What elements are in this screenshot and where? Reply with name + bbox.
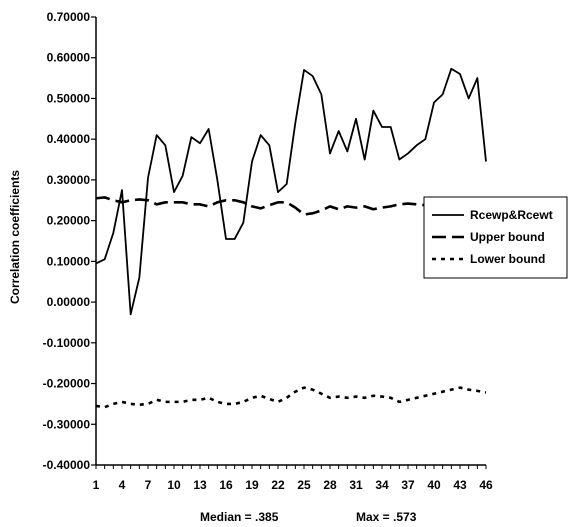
x-tick-label: 22: [271, 478, 285, 492]
y-tick-label: 0.00000: [47, 295, 91, 309]
x-tick-label: 28: [323, 478, 337, 492]
series-line-2: [95, 196, 486, 216]
series-line-1: [95, 67, 487, 316]
y-tick-label: 0.20000: [47, 214, 91, 228]
y-tick-label: -0.20000: [43, 377, 91, 391]
max-annotation: Max = .573: [356, 510, 417, 524]
y-tick-label: 0.70000: [47, 10, 91, 24]
legend: Rcewp&Rcewt Upper bound Lower bound: [423, 196, 568, 279]
legend-label: Rcewp&Rcewt: [470, 208, 553, 222]
x-tick-label: 40: [427, 478, 441, 492]
x-tick-label: 25: [297, 478, 311, 492]
x-tick-label: 16: [219, 478, 233, 492]
x-tick-label: 31: [349, 478, 363, 492]
x-tick-label: 34: [375, 478, 389, 492]
x-tick-label: 19: [245, 478, 259, 492]
median-annotation: Median = .385: [200, 510, 279, 524]
y-tick-label: 0.40000: [47, 132, 91, 146]
y-axis-title: Correlation coefficients: [8, 170, 22, 304]
y-axis-ticks: -0.40000 -0.30000 -0.20000 -0.10000 0.00000 0…: [43, 10, 96, 472]
y-tick-label: 0.60000: [47, 51, 91, 65]
x-tick-label: 13: [193, 478, 207, 492]
y-tick-label: -0.40000: [43, 458, 91, 472]
x-tick-label: 1: [93, 478, 100, 492]
x-axis-ticks: 1 4 7 10 13 16 19 22 25 28 31 34 37 40 43 46: [93, 465, 493, 492]
y-tick-label: -0.30000: [43, 417, 91, 431]
x-tick-label: 46: [479, 478, 493, 492]
x-tick-label: 4: [119, 478, 126, 492]
legend-box: [423, 196, 568, 279]
x-tick-label: 7: [145, 478, 152, 492]
axes: [95, 17, 486, 466]
y-tick-label: 0.10000: [47, 254, 91, 268]
y-tick-label: 0.50000: [47, 91, 91, 105]
y-tick-label: 0.30000: [47, 173, 91, 187]
series-group: [95, 67, 487, 409]
y-tick-label: -0.10000: [43, 336, 91, 350]
legend-label: Lower bound: [470, 252, 545, 266]
legend-label: Upper bound: [470, 230, 545, 244]
x-tick-label: 37: [401, 478, 415, 492]
series-line-3: [95, 386, 487, 409]
x-tick-label: 43: [453, 478, 467, 492]
x-tick-label: 10: [167, 478, 181, 492]
